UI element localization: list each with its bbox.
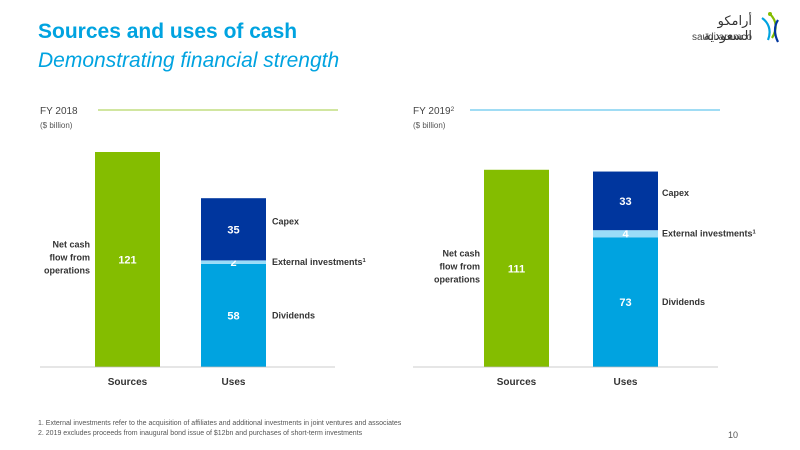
chart-1-category-sources: Sources — [108, 377, 148, 388]
chart-2-uses-dividends-bar — [593, 237, 658, 367]
chart-2-uses-external-investments-value: 4 — [622, 229, 629, 241]
chart-1-sources-label-line-3: operations — [44, 266, 90, 276]
chart-2-uses-dividends-legend: Dividends — [662, 297, 705, 307]
page-number: 10 — [728, 430, 739, 440]
chart-2-uses-external-investments-bar — [593, 230, 658, 238]
chart-1-category-uses: Uses — [222, 377, 246, 388]
chart-2-sources-label-line-2: flow from — [440, 261, 481, 271]
chart-2-sources-label-line-3: operations — [434, 274, 480, 284]
chart-2-sources-bar — [484, 169, 549, 367]
aramco-emblem-icon — [761, 12, 779, 43]
chart-2-uses-capex-bar — [593, 171, 658, 231]
chart-1-uses-capex-legend: Capex — [272, 216, 299, 226]
saudi-aramco-logo: أرامكو السعودية saudi aramco — [676, 10, 786, 50]
chart-1-uses-capex-value: 35 — [227, 224, 239, 236]
chart-1-period-title: FY 2018 — [40, 106, 78, 117]
chart-1-sources-value-label: 121 — [118, 255, 136, 267]
chart-1-unit-label: ($ billion) — [40, 121, 73, 130]
chart-2-unit-label: ($ billion) — [413, 121, 446, 130]
chart-2-category-uses: Uses — [614, 377, 638, 388]
chart-1-uses-external-investments-legend: External investments1 — [272, 257, 367, 267]
footnote-2: 2. 2019 excludes proceeds from inaugural… — [38, 430, 363, 437]
chart-2-uses-capex-legend: Capex — [662, 188, 689, 198]
chart-1-uses-external-investments-bar — [201, 260, 266, 264]
chart-1-uses-capex-bar — [201, 198, 266, 261]
chart-2-sources-label-line-1: Net cash — [442, 248, 480, 258]
chart-2-sources-value-label: 111 — [508, 263, 525, 275]
chart-1-uses-dividends-value: 58 — [227, 310, 239, 322]
chart-1-sources-label-line-1: Net cash — [52, 240, 90, 250]
chart-2-uses-external-investments-legend: External investments1 — [662, 229, 757, 239]
chart-2-uses-dividends-value: 73 — [619, 297, 631, 309]
logo-arabic-text: أرامكو السعودية — [703, 14, 752, 44]
footnote-1: 1. External investments refer to the acq… — [38, 420, 402, 427]
chart-1-uses-dividends-legend: Dividends — [272, 310, 315, 320]
chart-1-sources-bar — [95, 152, 160, 367]
page-title: Sources and uses of cash — [38, 20, 298, 43]
chart-1-sources-label-line-2: flow from — [50, 253, 91, 263]
chart-2-period-title: FY 20192 — [413, 106, 455, 118]
page-subtitle: Demonstrating financial strength — [38, 49, 340, 72]
chart-2-uses-capex-value: 33 — [619, 196, 631, 208]
chart-1-uses-external-investments-value: 2 — [230, 257, 236, 269]
chart-2-category-sources: Sources — [497, 377, 537, 388]
chart-1-uses-dividends-bar — [201, 263, 266, 367]
logo-english-text: saudi aramco — [691, 32, 752, 43]
